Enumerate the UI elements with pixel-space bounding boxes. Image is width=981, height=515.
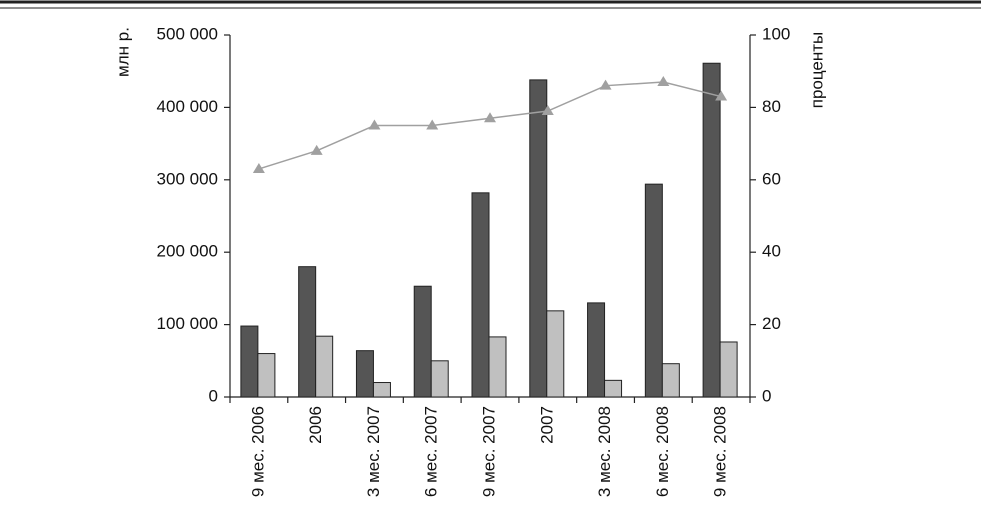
bar (355, 350, 374, 398)
x-tick-label: 9 мес. 2008 (711, 406, 730, 497)
y2-tick-label: 100 (762, 24, 790, 43)
x-tick-label: 6 мес. 2007 (422, 406, 441, 497)
bar (661, 363, 680, 398)
y-tick-label: 0 (209, 386, 218, 405)
x-tick-label: 2006 (306, 406, 325, 444)
x-tick-label: 9 мес. 2007 (479, 406, 498, 497)
x-tick-label: 9 мес. 2006 (248, 406, 267, 497)
bar (702, 62, 721, 398)
y-tick-label: 200 000 (157, 242, 218, 261)
bar (372, 382, 391, 398)
line-marker (599, 79, 612, 90)
x-tick-label: 3 мес. 2007 (364, 406, 383, 497)
x-tick-label: 2007 (537, 406, 556, 444)
y-tick-label: 500 000 (157, 24, 218, 43)
x-tick-label: 3 мес. 2008 (595, 406, 614, 497)
line-marker (252, 162, 265, 173)
y-tick-label: 300 000 (157, 169, 218, 188)
line-marker (715, 90, 728, 101)
line-marker (657, 76, 670, 87)
y2-tick-label: 0 (762, 386, 771, 405)
bar (430, 360, 449, 398)
bar (644, 183, 663, 398)
line-marker (541, 105, 554, 116)
line (258, 81, 722, 170)
bar (529, 79, 548, 398)
line-marker (368, 119, 381, 130)
y2-tick-label: 60 (762, 169, 781, 188)
y2-tick-label: 40 (762, 242, 781, 261)
bar (315, 335, 334, 398)
bar (719, 341, 738, 398)
y-axis-title: млн р. (113, 27, 132, 77)
y2-tick-label: 20 (762, 314, 781, 333)
x-tick-label: 6 мес. 2008 (653, 406, 672, 497)
bar (488, 336, 507, 398)
bar (298, 266, 317, 398)
line-marker (426, 119, 439, 130)
line-marker (310, 144, 323, 155)
y2-tick-label: 80 (762, 97, 781, 116)
bar (604, 379, 623, 398)
bar (240, 325, 259, 398)
y-tick-label: 400 000 (157, 97, 218, 116)
line-marker (484, 112, 496, 123)
bar (587, 302, 606, 398)
bar (257, 353, 276, 398)
bar (413, 285, 432, 398)
y-tick-label: 100 000 (157, 314, 218, 333)
bar (546, 310, 565, 398)
bar (471, 192, 490, 398)
y2-axis-title: проценты (807, 32, 826, 109)
